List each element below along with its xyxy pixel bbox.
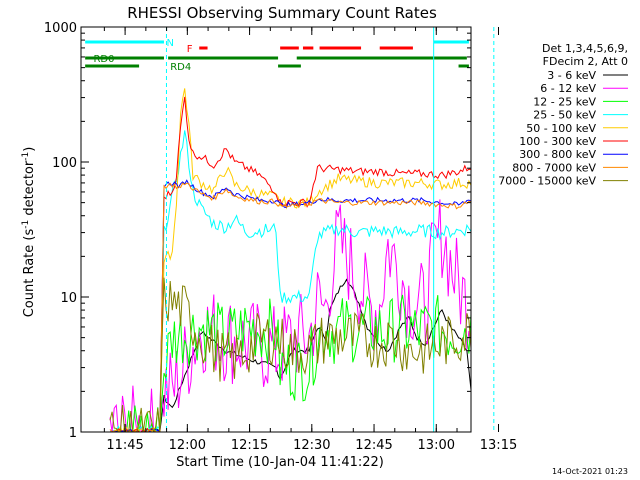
x-tick-label: 12:30 (293, 438, 330, 453)
plot-frame (80, 26, 472, 433)
chart-title: RHESSI Observing Summary Count Rates (127, 4, 437, 22)
footer-date: 14-Oct-2021 01:23 (552, 467, 628, 476)
legend: Det 1,3,4,5,6,9, FDecim 2, Att 0 3 - 6 k… (498, 42, 628, 188)
rd4-label: RD4 (170, 62, 191, 73)
series-line-8 (109, 277, 471, 432)
attenuator-vertical-lines (165, 27, 495, 432)
legend-entry-label: 100 - 300 keV (519, 135, 596, 148)
x-tick-label: 12:45 (355, 438, 392, 453)
y-tick-label: 1 (69, 426, 77, 441)
legend-entry-label: 800 - 7000 keV (512, 161, 596, 174)
legend-entry-label: 7000 - 15000 keV (498, 175, 596, 188)
legend-entry-label: 50 - 100 keV (526, 122, 596, 135)
night-label: N (166, 38, 173, 49)
x-tick-label: 11:45 (106, 438, 143, 453)
x-tick-label: 12:15 (231, 438, 268, 453)
legend-header-1: Det 1,3,4,5,6,9, (542, 42, 628, 55)
series-line-6 (109, 179, 471, 432)
instrument-state-bars: N F RD0 RD4 (85, 38, 469, 73)
series-line-4 (110, 88, 471, 432)
flare-label: F (187, 44, 193, 55)
rd0-label: RD0 (93, 54, 114, 65)
series-line-5 (110, 96, 471, 432)
legend-header-2: FDecim 2, Att 0 (543, 55, 628, 68)
y-tick-label: 1000 (44, 21, 77, 36)
y-axis-label: Count Rate (s-1 detector-1) (21, 147, 37, 318)
legend-entry-label: 3 - 6 keV (547, 69, 596, 82)
series-line-7 (109, 182, 471, 432)
legend-entry-label: 6 - 12 keV (540, 82, 596, 95)
y-tick-label: 10 (60, 291, 77, 306)
x-tick-label: 13:00 (418, 438, 455, 453)
series-line-3 (110, 130, 471, 432)
legend-entry-label: 25 - 50 keV (533, 109, 596, 122)
series-layer (109, 88, 471, 432)
legend-entry-label: 300 - 800 keV (519, 148, 596, 161)
x-axis: 11:45 12:00 12:15 12:30 12:45 13:00 13:15 (103, 27, 517, 453)
x-tick-label: 13:15 (480, 438, 517, 453)
series-line-2 (110, 294, 471, 432)
y-axis: 1 10 100 1000 (44, 21, 471, 441)
x-axis-label: Start Time (10-Jan-04 11:41:22) (176, 455, 384, 470)
y-tick-label: 100 (52, 156, 77, 171)
x-tick-label: 12:00 (169, 438, 206, 453)
legend-entry-label: 12 - 25 keV (533, 95, 596, 108)
